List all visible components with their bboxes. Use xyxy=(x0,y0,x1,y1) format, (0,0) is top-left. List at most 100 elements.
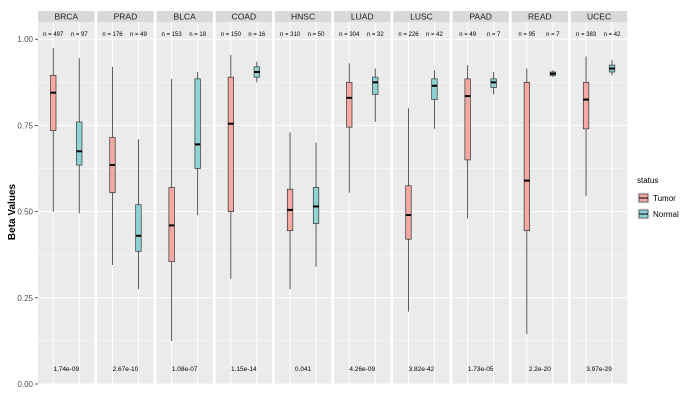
panel-title: LUAD xyxy=(351,12,374,22)
panel-title: READ xyxy=(528,12,552,22)
normal-n-label: n = 7 xyxy=(487,32,501,38)
panel-read: READ n = 95 n = 7 2.2e-20 xyxy=(511,11,569,385)
panel-paad: PAAD n = 49 n = 7 1.73e-05 xyxy=(452,11,509,385)
iqr-box xyxy=(582,81,590,130)
tumor-n-label: n = 383 xyxy=(576,32,597,38)
normal-box xyxy=(372,68,379,122)
normal-box xyxy=(490,71,497,95)
panel-background xyxy=(393,22,450,384)
panel-prad: PRAD n = 176 n = 49 2.67e-10 xyxy=(97,11,154,385)
p-value-label: 0.041 xyxy=(295,366,312,373)
p-value-label: 1.15e-14 xyxy=(231,366,257,373)
legend-label: Normal xyxy=(653,210,679,219)
panel-title: UCEC xyxy=(587,12,611,22)
p-value-label: 1.08e-07 xyxy=(172,366,198,373)
strip-background xyxy=(215,11,273,22)
tumor-box xyxy=(582,56,590,197)
legend: status Tumor Normal xyxy=(637,176,679,220)
strip-background xyxy=(274,11,332,22)
normal-n-label: n = 42 xyxy=(604,32,622,38)
panel-blca: BLCA n = 153 n = 18 1.08e-07 xyxy=(156,11,213,385)
panel-title: HNSC xyxy=(291,12,315,22)
normal-n-label: n = 7 xyxy=(546,32,560,38)
iqr-box xyxy=(135,204,142,252)
tumor-n-label: n = 176 xyxy=(102,32,123,38)
panel-background xyxy=(156,22,213,384)
normal-box xyxy=(431,70,438,129)
normal-box xyxy=(135,139,142,290)
tumor-n-label: n = 153 xyxy=(162,32,183,38)
legend-label: Tumor xyxy=(653,194,676,203)
tumor-n-label: n = 95 xyxy=(518,32,536,38)
normal-n-label: n = 16 xyxy=(248,32,266,38)
panel-hnsc: HNSC n = 310 n = 50 0.041 xyxy=(274,11,332,385)
tumor-n-label: n = 226 xyxy=(398,32,419,38)
tumor-box xyxy=(405,108,412,312)
iqr-box xyxy=(431,78,438,100)
normal-n-label: n = 32 xyxy=(367,32,385,38)
y-tick-label: 0.50 xyxy=(17,208,33,217)
panel-background xyxy=(570,22,628,384)
y-axis: 0.00 0.25 0.50 0.75 1.00 xyxy=(17,35,38,389)
normal-box xyxy=(194,71,201,216)
legend-item-normal: Normal xyxy=(637,208,679,220)
tumor-box xyxy=(523,68,530,335)
iqr-box xyxy=(227,76,234,212)
normal-n-label: n = 42 xyxy=(426,32,444,38)
panel-lusc: LUSC n = 226 n = 42 3.82e-42 xyxy=(393,11,450,385)
tumor-n-label: n = 49 xyxy=(459,32,477,38)
y-tick-label: 1.00 xyxy=(17,35,33,44)
tumor-box xyxy=(50,47,57,212)
iqr-box xyxy=(76,121,83,166)
panel-background xyxy=(97,22,154,384)
tumor-box xyxy=(464,65,471,219)
panel-title: BLCA xyxy=(174,12,197,22)
p-value-label: 2.2e-20 xyxy=(529,366,551,373)
normal-box xyxy=(549,70,556,78)
panel-luad: LUAD n = 304 n = 32 4.26e-09 xyxy=(334,11,391,385)
y-tick-label: 0.25 xyxy=(17,294,33,303)
strip-background xyxy=(334,11,391,22)
strip-background xyxy=(511,11,569,22)
normal-n-label: n = 50 xyxy=(308,32,326,38)
strip-background xyxy=(38,11,95,22)
panel-background xyxy=(38,22,95,384)
normal-n-label: n = 97 xyxy=(71,32,89,38)
p-value-label: 4.26e-09 xyxy=(349,366,375,373)
panel-title: PRAD xyxy=(114,12,138,22)
iqr-box xyxy=(523,81,530,231)
tumor-n-label: n = 304 xyxy=(339,32,360,38)
normal-box xyxy=(76,58,83,214)
panel-title: LUSC xyxy=(410,12,433,22)
iqr-box xyxy=(405,185,412,240)
tumor-box xyxy=(168,78,175,341)
iqr-box xyxy=(372,76,379,95)
panel-title: BRCA xyxy=(54,12,78,22)
normal-n-label: n = 18 xyxy=(189,32,207,38)
strip-background xyxy=(156,11,213,22)
facet-panels: BRCA n = 497 n = 97 1.74e-09 PRAD n = 176 n = … xyxy=(38,11,628,385)
p-value-label: 3.97e-29 xyxy=(586,366,612,373)
panel-coad: COAD n = 150 n = 16 1.15e-14 xyxy=(215,11,273,385)
tumor-box xyxy=(346,63,353,193)
p-value-label: 3.82e-42 xyxy=(409,366,435,373)
panel-background xyxy=(334,22,391,384)
y-tick-label: 0.75 xyxy=(17,121,33,130)
iqr-box xyxy=(194,78,201,169)
iqr-box xyxy=(50,75,57,131)
legend-title: status xyxy=(637,176,658,185)
panel-background xyxy=(452,22,509,384)
normal-box xyxy=(253,61,260,83)
panel-background xyxy=(274,22,332,384)
strip-background xyxy=(393,11,450,22)
normal-n-label: n = 49 xyxy=(130,32,148,38)
p-value-label: 1.74e-09 xyxy=(53,366,79,373)
p-value-label: 2.67e-10 xyxy=(113,366,139,373)
tumor-n-label: n = 150 xyxy=(221,32,242,38)
y-tick-label: 0.00 xyxy=(17,380,33,389)
panel-brca: BRCA n = 497 n = 97 1.74e-09 xyxy=(38,11,95,385)
y-axis-title: Beta Values xyxy=(7,183,18,240)
tumor-box xyxy=(227,54,234,279)
tumor-box xyxy=(109,66,116,266)
iqr-box xyxy=(346,81,353,128)
